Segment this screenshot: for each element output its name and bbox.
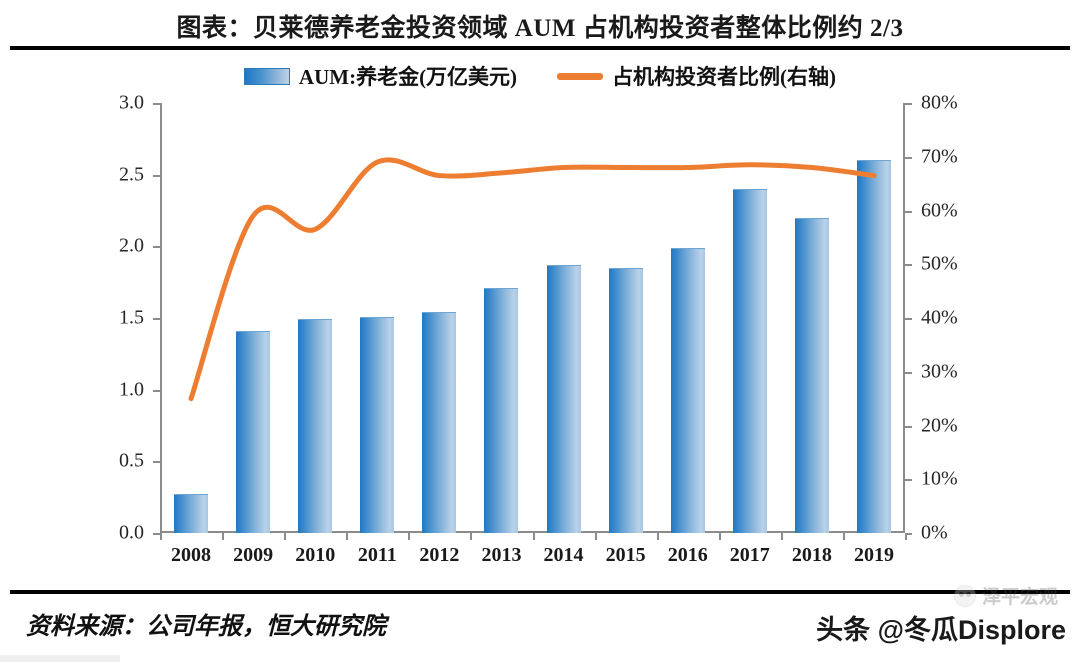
bar-2017 [732,189,767,533]
y-tick-right [905,156,912,159]
y-tick-label-left: 0.0 [119,521,144,544]
x-tick-label-2019: 2019 [853,544,894,566]
x-tick [718,533,721,540]
x-tick [284,533,287,540]
x-tick [656,533,659,540]
y-tick-right [905,103,912,105]
y-tick-left [153,174,160,177]
bar-2013 [484,287,519,533]
watermark-text: 泽平宏观 [981,587,1058,608]
y-tick-label-right: 40% [921,306,958,329]
chart-legend: AUM:养老金(万亿美元) 占机构投资者比例(右轴) [0,60,1080,92]
x-tick [905,533,907,540]
x-tick [346,533,349,540]
bar-2010 [298,319,333,533]
x-tick-label-2013: 2013 [481,544,522,566]
y-tick-right [905,318,912,320]
y-tick-label-left: 0.5 [119,449,144,472]
y-tick-label-left: 3.0 [119,91,144,114]
x-tick-label-2011: 2011 [357,544,397,566]
x-tick-label-2008: 2008 [171,544,212,566]
y-tick-right [905,533,912,535]
y-tick-label-right: 50% [921,252,958,275]
x-tick [408,533,411,540]
y-tick-left [153,318,160,320]
y-tick-right [905,371,912,374]
y-tick-label-left: 2.5 [119,163,144,186]
bar-2012 [422,312,457,533]
title-divider [10,46,1070,50]
legend-label-bar: AUM:养老金(万亿美元) [298,65,518,89]
x-tick-label-2012: 2012 [419,544,460,566]
author-handle: 头条 @冬瓜Displore [816,615,1066,645]
bar-2008 [174,494,209,533]
x-tick-label-2014: 2014 [543,544,584,566]
x-tick-label-2010: 2010 [295,544,336,566]
y-tick-left [153,246,160,249]
plot-area: 0.0 0.5 1.0 1.5 2.0 2.5 3.0 0% 10% 20% 30% 40% 50% 6… [119,92,958,544]
legend-item-bar: AUM:养老金(万亿美元) [243,61,518,91]
x-tick-label-2009: 2009 [233,544,274,566]
y-tick-left [153,461,160,464]
chart-title-container: 图表：贝莱德养老金投资领域 AUM 占机构投资者整体比例约 2/3 [0,6,1080,46]
line-series [188,157,877,402]
y-axis-left [160,103,162,533]
y-tick-label-right: 60% [921,199,958,221]
y-axis-right [903,103,905,533]
x-tick [470,533,473,540]
x-tick [532,533,535,540]
line-path [188,157,877,402]
bar-2011 [360,316,395,533]
source-note: 资料来源：公司年报，恒大研究院 [26,614,386,640]
x-tick-label-2016: 2016 [667,544,708,566]
y-tick-left [153,103,160,105]
bar-2009 [236,330,271,533]
y-tick-right [905,210,912,213]
x-axis [160,531,905,533]
x-tick [842,533,845,540]
y-tick-label-left: 2.0 [119,234,144,257]
bar-2015 [608,267,643,533]
y-tick-label-left: 1.5 [119,306,144,329]
line-swatch-icon [557,72,604,80]
y-tick-left [153,533,160,535]
x-tick-label-2015: 2015 [605,544,646,566]
page-edge-sliver [0,655,120,662]
x-tick-label-2018: 2018 [791,544,832,566]
footer-divider [10,590,1070,594]
legend-item-line: 占机构投资者比例(右轴) [557,61,836,91]
bar-2019 [856,160,891,533]
y-tick-label-left: 1.0 [119,378,144,401]
bar-swatch-icon [243,67,290,85]
watermark: 泽平宏观 [953,582,1058,609]
legend-label-line: 占机构投资者比例(右轴) [612,65,837,89]
y-tick-label-right: 80% [921,91,958,114]
watermark-logo-icon [953,584,976,607]
y-tick-right [905,479,912,482]
y-tick-label-right: 70% [921,145,958,168]
y-tick-label-right: 10% [921,467,958,490]
y-tick-label-right: 30% [921,360,958,383]
x-tick [160,533,162,540]
page-title: 图表：贝莱德养老金投资领域 AUM 占机构投资者整体比例约 2/3 [176,15,904,42]
x-tick [222,533,225,540]
y-tick-right [905,425,912,428]
y-tick-label-right: 20% [921,414,958,436]
y-tick-right [905,264,912,267]
x-tick [780,533,783,540]
y-tick-label-right: 0% [921,521,948,544]
x-tick [594,533,597,540]
y-tick-left [153,389,160,392]
x-tick-label-2017: 2017 [729,544,770,566]
bar-2018 [794,217,829,533]
bar-2014 [546,264,581,533]
bar-2016 [670,247,705,533]
